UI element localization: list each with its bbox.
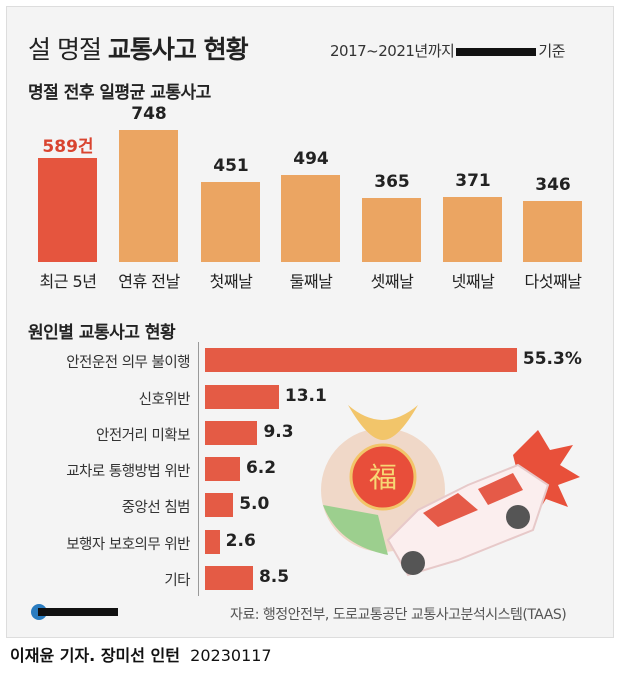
category-label: 안전거리 미확보 <box>96 428 191 444</box>
bar <box>201 182 260 262</box>
category-label: 셋째날 <box>370 272 414 291</box>
period-note: 2017~2021년까지 기준 <box>330 40 565 61</box>
category-label: 안전운전 의무 불이행 <box>66 355 190 371</box>
page-title: 설 명절 교통사고 현황 <box>28 30 249 66</box>
date: 20230117 <box>190 646 272 665</box>
data-label: 589건 <box>42 137 94 158</box>
chart2-title: 원인별 교통사고 현황 <box>28 323 176 343</box>
bar <box>205 566 253 590</box>
bar <box>443 196 502 262</box>
data-label: 451 <box>213 156 249 177</box>
bar <box>38 158 97 262</box>
chart1-title: 명절 전후 일평균 교통사고 <box>28 83 211 103</box>
data-label: 748 <box>131 104 167 124</box>
category-label: 기타 <box>164 573 190 589</box>
logo <box>30 604 120 620</box>
period-text: 2017~2021년까지 <box>330 42 455 60</box>
bag-character: 福 <box>369 461 397 494</box>
bar <box>205 530 220 554</box>
axis-line <box>198 342 199 596</box>
source-note: 자료: 행정안전부, 도로교통공단 교통사고분석시스템(TAAS) <box>230 607 567 623</box>
category-label: 둘째날 <box>289 272 333 291</box>
bar <box>205 421 258 445</box>
bar <box>119 130 178 262</box>
bar <box>523 200 582 262</box>
category-label: 중앙선 침범 <box>121 500 191 516</box>
category-label: 교차로 통행방법 위반 <box>66 464 190 480</box>
category-label: 넷째날 <box>451 272 495 291</box>
title-bold: 교통사고 현황 <box>107 35 249 64</box>
bar <box>362 197 421 262</box>
redacted-text <box>456 47 537 56</box>
period-suffix: 기준 <box>538 42 565 60</box>
bar <box>205 385 279 409</box>
title-light: 설 명절 <box>28 35 102 64</box>
data-label: 13.1 <box>284 386 327 406</box>
data-label: 6.2 <box>245 458 277 478</box>
credit: 이재윤 기자. 장미선 인턴 20230117 <box>10 642 272 666</box>
category-label: 연휴 전날 <box>118 272 180 291</box>
data-label: 9.3 <box>263 422 294 442</box>
category-label: 첫째날 <box>209 272 253 291</box>
data-label: 2.6 <box>225 531 256 551</box>
data-label: 5.0 <box>239 494 270 514</box>
data-label: 346 <box>535 174 571 195</box>
bar <box>205 493 234 517</box>
category-label: 보행자 보호의무 위반 <box>66 537 190 553</box>
data-label: 8.5 <box>258 567 290 587</box>
category-label: 다섯째날 <box>524 272 582 291</box>
data-label: 494 <box>293 148 329 169</box>
lucky-bag-icon: 福 <box>321 405 445 555</box>
data-label: 365 <box>374 171 410 192</box>
reporter: 이재윤 기자. 장미선 인턴 <box>10 646 180 665</box>
bar <box>205 457 240 481</box>
data-label: 55.3% <box>522 349 582 369</box>
car-icon <box>386 463 550 577</box>
category-label: 신호위반 <box>138 392 191 408</box>
category-label: 최근 5년 <box>39 272 97 291</box>
bar <box>281 174 340 262</box>
data-label: 371 <box>455 170 491 191</box>
bar <box>205 348 517 372</box>
lucky-bag-car-illustration: 福 <box>321 405 580 577</box>
